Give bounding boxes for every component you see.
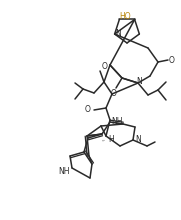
Text: NH: NH [111,117,123,125]
Text: N: N [135,134,141,143]
Text: NH: NH [58,167,70,176]
Text: O: O [102,62,108,70]
Text: O: O [169,55,175,64]
Text: H: H [108,134,114,143]
Text: ,,: ,, [102,136,106,141]
Text: O: O [111,88,117,97]
Text: HO: HO [119,12,131,21]
Text: N: N [115,29,121,38]
Text: O: O [85,104,91,114]
Text: N: N [136,77,142,86]
